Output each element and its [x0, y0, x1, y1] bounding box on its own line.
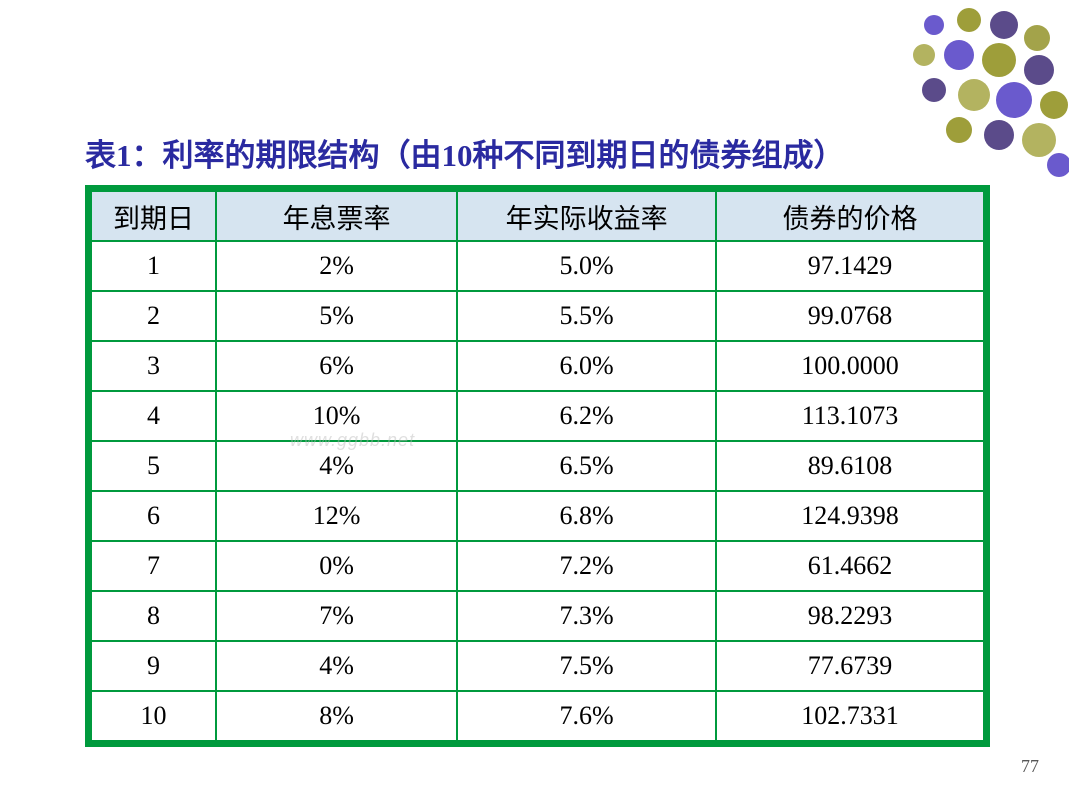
page-number: 77 — [1021, 756, 1039, 777]
table-row: 87%7.3%98.2293 — [91, 591, 984, 641]
data-table: 到期日 年息票率 年实际收益率 债券的价格 12%5.0%97.142925%5… — [90, 190, 985, 742]
table-cell: 5 — [91, 441, 216, 491]
table-row: 612%6.8%124.9398 — [91, 491, 984, 541]
table-cell: 6 — [91, 491, 216, 541]
table-row: 108%7.6%102.7331 — [91, 691, 984, 741]
table-cell: 7.6% — [457, 691, 716, 741]
table-cell: 7 — [91, 541, 216, 591]
decoration-dot — [958, 79, 990, 111]
table-cell: 10 — [91, 691, 216, 741]
decoration-dot — [1024, 55, 1054, 85]
table-body: 12%5.0%97.142925%5.5%99.076836%6.0%100.0… — [91, 241, 984, 741]
decoration-dot — [1040, 91, 1068, 119]
decoration-dot — [1024, 25, 1050, 51]
col-header-yield: 年实际收益率 — [457, 191, 716, 241]
table-row: 70%7.2%61.4662 — [91, 541, 984, 591]
decoration-dot — [957, 8, 981, 32]
slide-title: 表1：利率的期限结构（由10种不同到期日的债券组成） — [85, 130, 1029, 175]
decoration-dot — [913, 44, 935, 66]
table-cell: 7.5% — [457, 641, 716, 691]
table-cell: 61.4662 — [716, 541, 984, 591]
table-cell: 102.7331 — [716, 691, 984, 741]
table-cell: 8% — [216, 691, 457, 741]
table-cell: 97.1429 — [716, 241, 984, 291]
table-cell: 2% — [216, 241, 457, 291]
table-cell: 124.9398 — [716, 491, 984, 541]
decoration-dot — [982, 43, 1016, 77]
table-cell: 100.0000 — [716, 341, 984, 391]
table-cell: 6.8% — [457, 491, 716, 541]
decoration-dot — [924, 15, 944, 35]
table-row: 25%5.5%99.0768 — [91, 291, 984, 341]
table-row: 410%6.2%113.1073 — [91, 391, 984, 441]
decoration-dot — [990, 11, 1018, 39]
table-cell: 4% — [216, 641, 457, 691]
table-cell: 5.0% — [457, 241, 716, 291]
table-cell: 7% — [216, 591, 457, 641]
table-cell: 113.1073 — [716, 391, 984, 441]
table-container: 到期日 年息票率 年实际收益率 债券的价格 12%5.0%97.142925%5… — [85, 185, 990, 747]
table-cell: 8 — [91, 591, 216, 641]
decoration-dot — [1047, 153, 1069, 177]
decoration-dot — [944, 40, 974, 70]
col-header-coupon: 年息票率 — [216, 191, 457, 241]
table-cell: 6.0% — [457, 341, 716, 391]
table-cell: 3 — [91, 341, 216, 391]
table-cell: 12% — [216, 491, 457, 541]
table-cell: 1 — [91, 241, 216, 291]
table-row: 94%7.5%77.6739 — [91, 641, 984, 691]
table-header-row: 到期日 年息票率 年实际收益率 债券的价格 — [91, 191, 984, 241]
table-cell: 10% — [216, 391, 457, 441]
table-cell: 99.0768 — [716, 291, 984, 341]
table-cell: 5% — [216, 291, 457, 341]
table-cell: 0% — [216, 541, 457, 591]
table-cell: 6.2% — [457, 391, 716, 441]
table-cell: 5.5% — [457, 291, 716, 341]
table-cell: 6% — [216, 341, 457, 391]
col-header-price: 债券的价格 — [716, 191, 984, 241]
table-cell: 89.6108 — [716, 441, 984, 491]
decoration-dot — [922, 78, 946, 102]
table-cell: 4% — [216, 441, 457, 491]
table-cell: 77.6739 — [716, 641, 984, 691]
table-row: 12%5.0%97.1429 — [91, 241, 984, 291]
table-cell: 98.2293 — [716, 591, 984, 641]
table-cell: 2 — [91, 291, 216, 341]
table-cell: 7.3% — [457, 591, 716, 641]
table-row: 36%6.0%100.0000 — [91, 341, 984, 391]
decoration-dot — [996, 82, 1032, 118]
col-header-maturity: 到期日 — [91, 191, 216, 241]
table-cell: 6.5% — [457, 441, 716, 491]
table-cell: 4 — [91, 391, 216, 441]
table-cell: 9 — [91, 641, 216, 691]
table-row: 54%6.5%89.6108 — [91, 441, 984, 491]
table-cell: 7.2% — [457, 541, 716, 591]
